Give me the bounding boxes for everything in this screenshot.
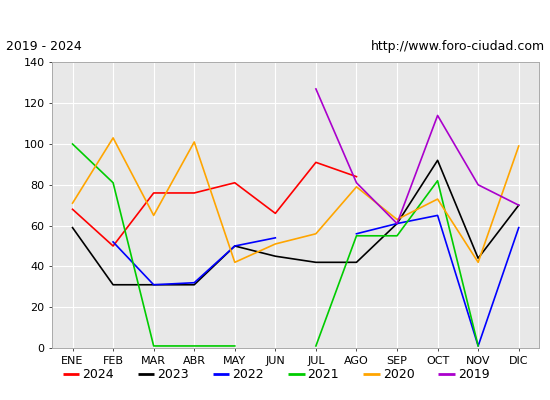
Text: 2021: 2021	[307, 368, 339, 380]
Text: 2020: 2020	[383, 368, 415, 380]
Text: 2019 - 2024: 2019 - 2024	[6, 40, 81, 53]
Text: 2022: 2022	[233, 368, 264, 380]
Text: http://www.foro-ciudad.com: http://www.foro-ciudad.com	[370, 40, 544, 53]
Text: 2019: 2019	[458, 368, 490, 380]
Text: Evolucion Nº Turistas Extranjeros en el municipio de Beas: Evolucion Nº Turistas Extranjeros en el …	[64, 10, 486, 25]
Text: 2023: 2023	[157, 368, 189, 380]
Text: 2024: 2024	[82, 368, 114, 380]
